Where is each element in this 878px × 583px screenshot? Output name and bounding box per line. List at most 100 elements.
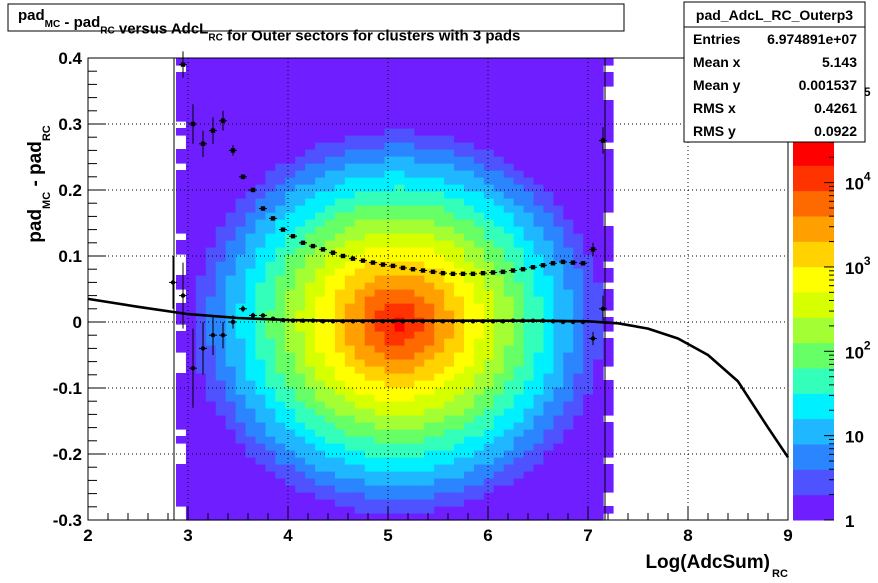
- heatmap-cell: [215, 72, 227, 80]
- heatmap-cell: [315, 303, 326, 311]
- heatmap-cell: [205, 65, 217, 73]
- heatmap-cell: [543, 79, 555, 87]
- heatmap-cell: [374, 247, 386, 255]
- heatmap-cell: [483, 261, 495, 269]
- stats-value: 5.143: [822, 54, 857, 70]
- heatmap-cell: [176, 275, 187, 283]
- heatmap-cell: [414, 359, 425, 367]
- heatmap-cell: [424, 443, 435, 451]
- heatmap-cell: [424, 93, 435, 101]
- reference-lines: [173, 58, 606, 520]
- heatmap-cell: [394, 296, 406, 304]
- heatmap-cell: [424, 198, 435, 206]
- heatmap-cell: [384, 240, 396, 248]
- heatmap-cell: [374, 254, 386, 262]
- heatmap-cell: [374, 457, 386, 465]
- heatmap-cell: [265, 198, 276, 206]
- heatmap-cell: [593, 464, 604, 472]
- heatmap-cell: [483, 478, 495, 486]
- heatmap-cell: [523, 198, 535, 206]
- heatmap-cell: [384, 499, 396, 507]
- heatmap-cell: [533, 254, 545, 262]
- heatmap-cell: [354, 65, 366, 73]
- heatmap-cell: [394, 100, 406, 108]
- heatmap-cell: [334, 457, 346, 465]
- heatmap-cell: [513, 338, 525, 346]
- heatmap-cell: [384, 289, 396, 297]
- color-band: [793, 266, 834, 293]
- heatmap-cell: [483, 149, 495, 157]
- heatmap-cell: [533, 303, 545, 311]
- heatmap-cell: [563, 359, 574, 367]
- heatmap-cell: [414, 142, 425, 150]
- heatmap-cell: [324, 492, 336, 500]
- heatmap-cell: [404, 331, 415, 339]
- heatmap-cell: [424, 464, 435, 472]
- heatmap-cell: [374, 72, 386, 80]
- heatmap-cell: [205, 303, 217, 311]
- heatmap-cell: [553, 338, 564, 346]
- heatmap-cell: [324, 429, 336, 437]
- heatmap-cell: [464, 233, 475, 241]
- heatmap-cell: [454, 72, 465, 80]
- heatmap-cell: [503, 471, 515, 479]
- data-point: [580, 261, 586, 266]
- heatmap-cell: [215, 499, 227, 507]
- heatmap-cell: [493, 107, 505, 115]
- heatmap-cell: [185, 114, 197, 122]
- heatmap-cell: [493, 72, 505, 80]
- heatmap-cell: [424, 191, 435, 199]
- heatmap-cell: [255, 72, 266, 80]
- heatmap-cell: [444, 457, 455, 465]
- heatmap-cell: [315, 387, 326, 395]
- heatmap-cell: [404, 422, 415, 430]
- heatmap-cell: [255, 198, 266, 206]
- heatmap-cell: [295, 93, 306, 101]
- data-point: [170, 280, 176, 285]
- heatmap-cell: [305, 212, 316, 220]
- heatmap-cell: [404, 436, 415, 444]
- heatmap-cell: [315, 282, 326, 290]
- heatmap-cell: [195, 310, 207, 318]
- heatmap-cell: [434, 205, 445, 213]
- heatmap-cell: [324, 415, 336, 423]
- heatmap-cell: [444, 177, 455, 185]
- heatmap-cell: [295, 401, 306, 409]
- heatmap-cell: [265, 394, 276, 402]
- heatmap-cell: [583, 198, 594, 206]
- data-point: [510, 268, 516, 273]
- heatmap-cell: [543, 72, 555, 80]
- heatmap-cell: [394, 457, 406, 465]
- heatmap-cell: [344, 450, 356, 458]
- heatmap-cell: [384, 212, 396, 220]
- title-box: [7, 3, 625, 32]
- heatmap-cell: [285, 226, 296, 234]
- heatmap-cell: [483, 107, 495, 115]
- heatmap-cell: [593, 485, 604, 493]
- heatmap-cell: [533, 345, 545, 353]
- heatmap-cell: [454, 415, 465, 423]
- heatmap-cell: [354, 240, 366, 248]
- heatmap-cell: [315, 443, 326, 451]
- color-band: [793, 444, 834, 470]
- heatmap-cell: [374, 289, 386, 297]
- heatmap-cell: [583, 380, 594, 388]
- heatmap-cell: [344, 184, 356, 192]
- heatmap-cell: [235, 513, 247, 521]
- heatmap-cell: [444, 338, 455, 346]
- heatmap-cell: [354, 303, 366, 311]
- heatmap-cell: [454, 268, 465, 276]
- heatmap-cell: [245, 289, 257, 297]
- heatmap-cell: [603, 429, 614, 437]
- heatmap-cell: [404, 261, 415, 269]
- heatmap-cell: [523, 401, 535, 409]
- heatmap-cell: [543, 289, 555, 297]
- heatmap-cell: [573, 191, 584, 199]
- heatmap-cell: [265, 79, 276, 87]
- heatmap-cell: [473, 331, 485, 339]
- heatmap-cell: [315, 345, 326, 353]
- heatmap-cell: [434, 506, 445, 514]
- heatmap-cell: [543, 121, 555, 129]
- heatmap-cell: [295, 359, 306, 367]
- heatmap-cell: [285, 492, 296, 500]
